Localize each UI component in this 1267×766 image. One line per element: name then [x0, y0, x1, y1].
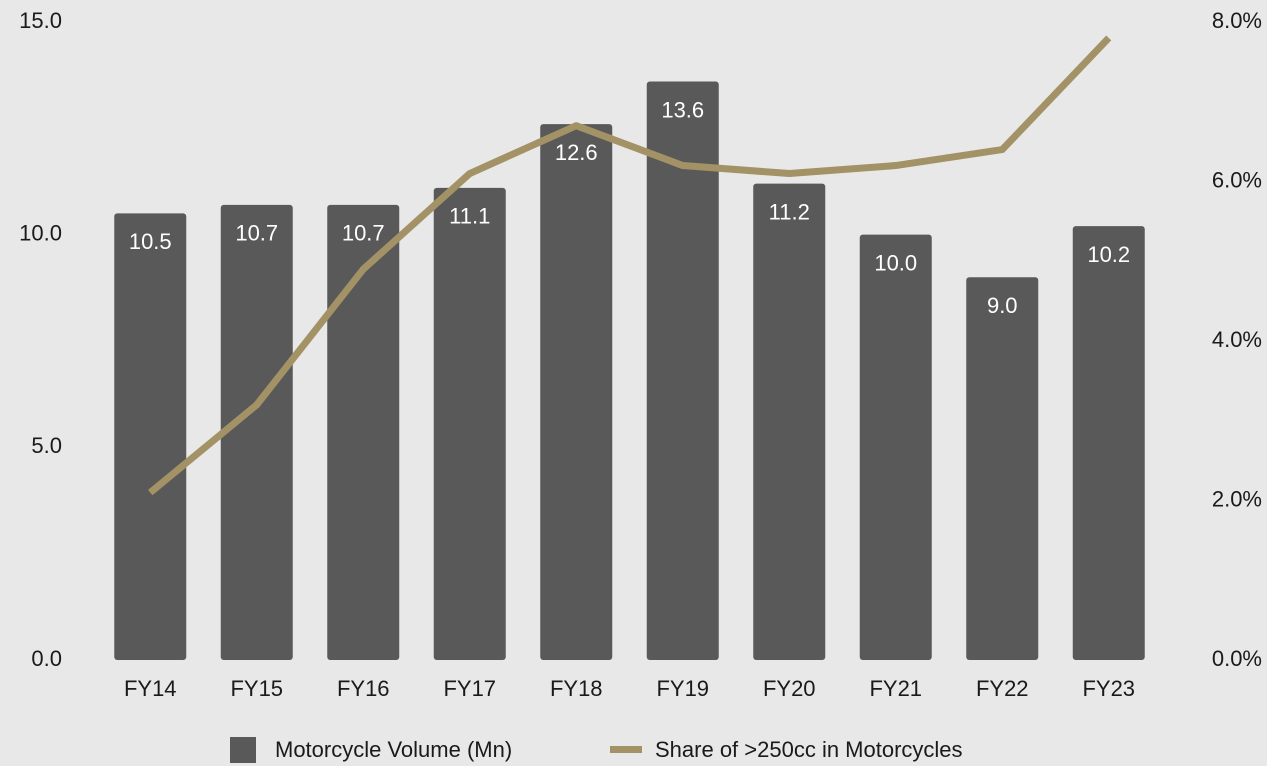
value-label: 13.6 [661, 97, 704, 122]
bar [966, 277, 1039, 660]
y2-tick-label: 4.0% [1212, 327, 1262, 352]
value-label: 10.2 [1087, 242, 1130, 267]
value-label: 12.6 [555, 140, 598, 165]
x-tick-label: FY15 [230, 676, 283, 701]
value-label: 11.1 [449, 204, 490, 229]
value-label: 9.0 [987, 293, 1018, 318]
y2-tick-label: 2.0% [1212, 486, 1262, 511]
y2-tick-label: 6.0% [1212, 167, 1262, 192]
bar [433, 187, 506, 660]
y-tick-label: 15.0 [19, 8, 62, 33]
y-tick-label: 10.0 [19, 220, 62, 245]
bar [327, 204, 400, 661]
legend-swatch [610, 746, 642, 753]
x-tick-label: FY21 [869, 676, 922, 701]
y-tick-label: 5.0 [31, 433, 62, 458]
x-tick-label: FY16 [337, 676, 390, 701]
value-label: 10.5 [129, 229, 172, 254]
y2-tick-label: 8.0% [1212, 8, 1262, 33]
bar [1072, 226, 1145, 660]
legend-label: Share of >250cc in Motorcycles [655, 737, 963, 762]
x-tick-label: FY23 [1082, 676, 1135, 701]
bar [859, 234, 932, 660]
x-tick-label: FY17 [443, 676, 496, 701]
bar [220, 204, 293, 661]
x-tick-label: FY19 [656, 676, 709, 701]
value-label: 10.0 [874, 250, 917, 275]
value-label: 10.7 [342, 221, 385, 246]
y-tick-label: 0.0 [31, 646, 62, 671]
bar [646, 81, 719, 660]
line [148, 35, 1112, 496]
bar [540, 124, 613, 660]
bar [114, 213, 187, 660]
x-tick-label: FY18 [550, 676, 603, 701]
legend-swatch [230, 737, 256, 763]
x-tick-label: FY22 [976, 676, 1029, 701]
x-tick-label: FY14 [124, 676, 177, 701]
legend-label: Motorcycle Volume (Mn) [275, 737, 512, 762]
x-tick-label: FY20 [763, 676, 816, 701]
value-label: 10.7 [235, 221, 278, 246]
bar [753, 183, 826, 661]
value-label: 11.2 [769, 199, 810, 224]
y2-tick-label: 0.0% [1212, 646, 1262, 671]
